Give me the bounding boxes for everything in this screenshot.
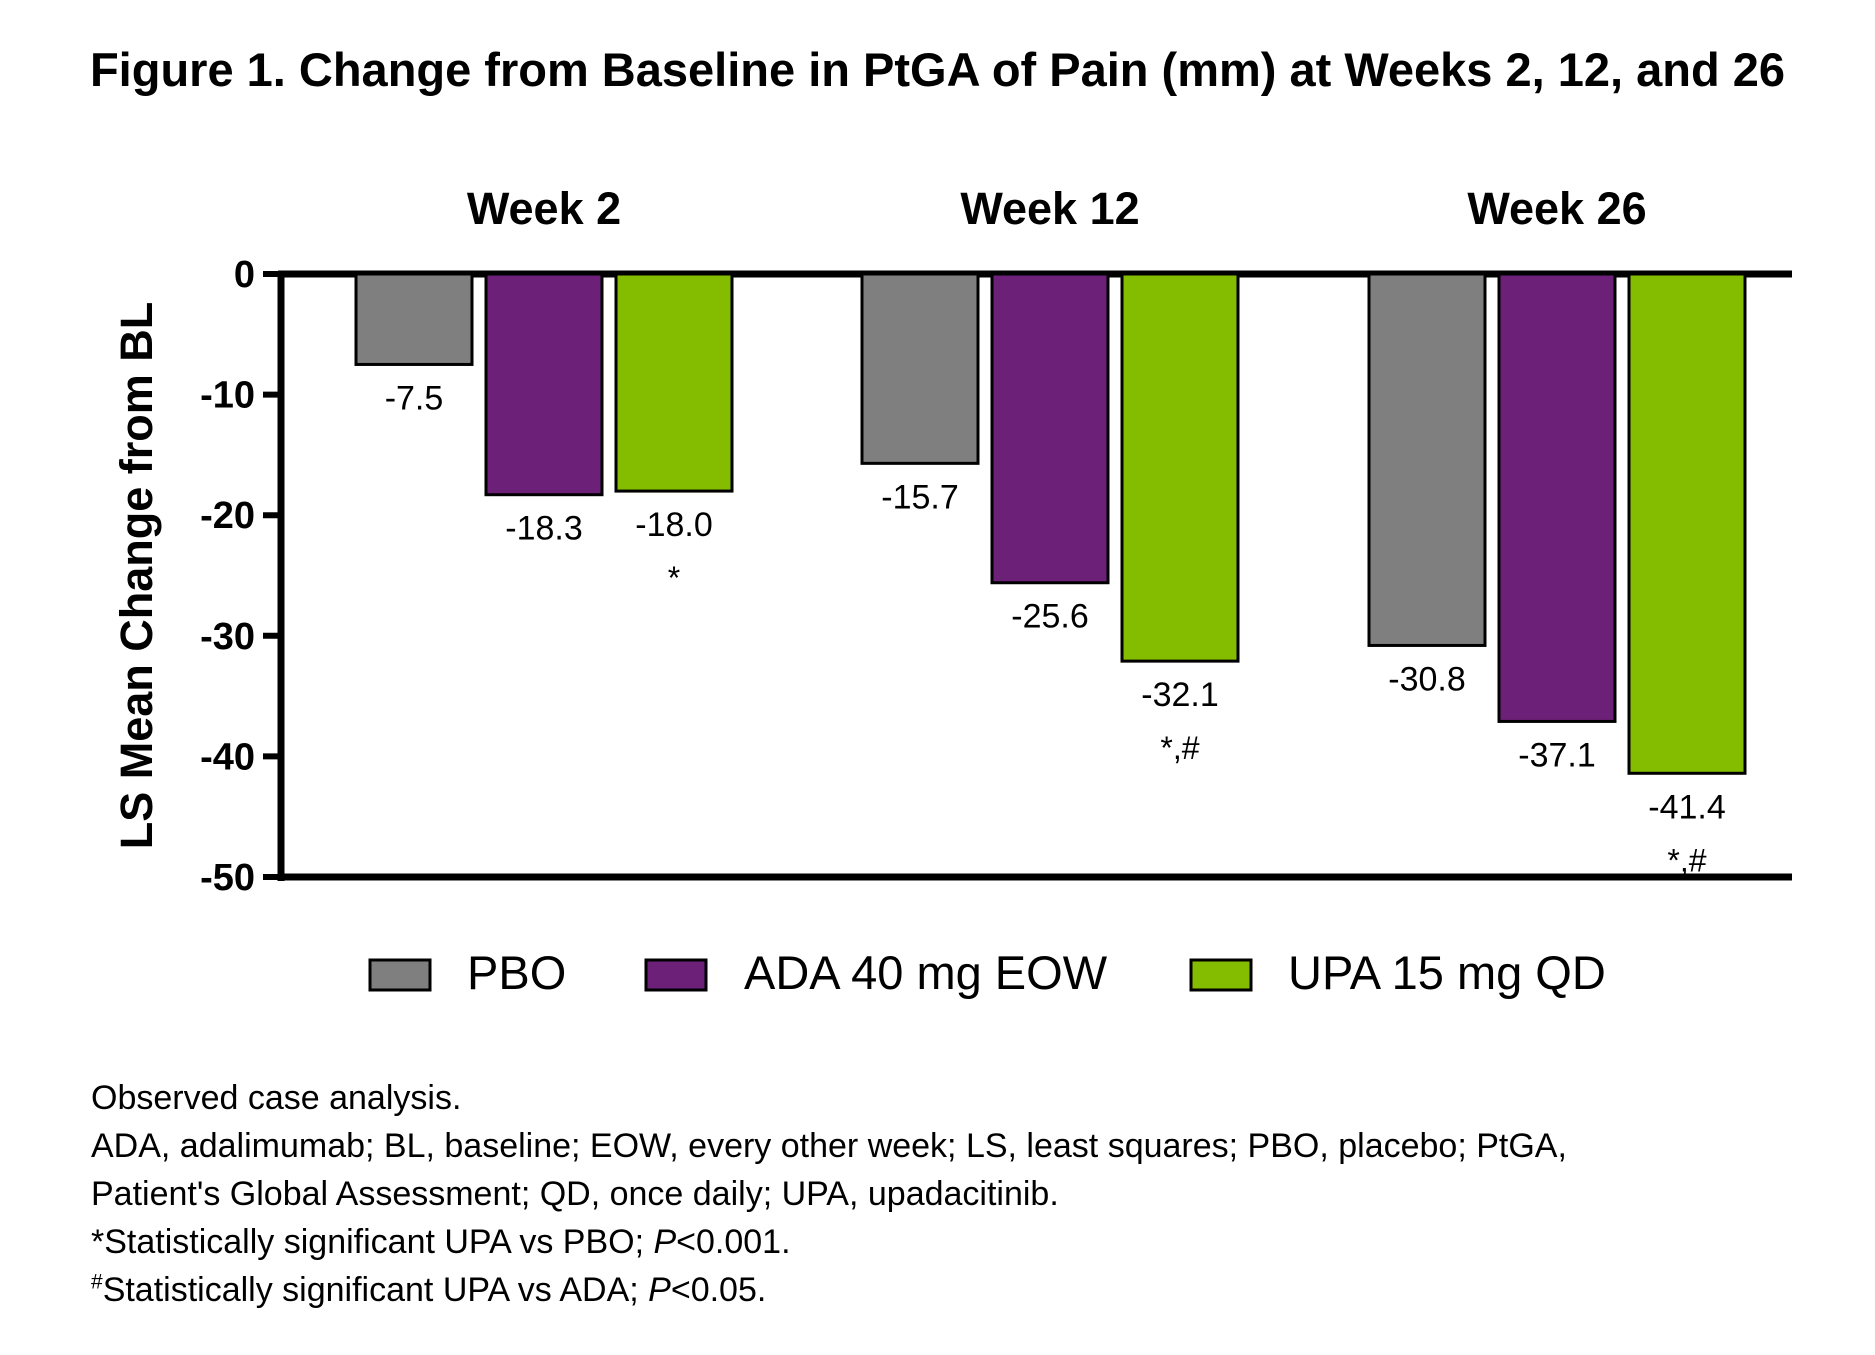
- category-label: Week 26: [1467, 183, 1646, 234]
- footnote-abbreviations-2: Patient's Global Assessment; QD, once da…: [91, 1175, 1059, 1213]
- legend-label: UPA 15 mg QD: [1288, 946, 1606, 999]
- legend-label: PBO: [467, 946, 566, 999]
- data-label: -15.7: [881, 478, 959, 516]
- bar: [1120, 272, 1240, 663]
- y-tick-label: -40: [200, 736, 255, 778]
- bar: [484, 272, 604, 497]
- data-label: -32.1: [1141, 676, 1219, 714]
- data-label: -18.0: [635, 506, 713, 544]
- y-tick-label: -20: [200, 495, 255, 537]
- bar: [1497, 272, 1617, 723]
- footnote-significance-pbo-value: <0.001.: [676, 1223, 791, 1261]
- footnote-significance-pbo: *Statistically significant UPA vs PBO; P…: [91, 1218, 1851, 1266]
- category-label: Week 2: [467, 183, 621, 234]
- bar: [354, 272, 474, 366]
- bar: [1367, 272, 1487, 647]
- data-label: -30.8: [1388, 660, 1466, 698]
- footnote-hash-mark: #: [91, 1270, 103, 1294]
- footnote-significance-ada-value: <0.05.: [670, 1271, 767, 1309]
- data-label: -41.4: [1648, 788, 1726, 826]
- significance-marker: *,#: [1667, 842, 1706, 878]
- footnote-analysis: Observed case analysis.: [91, 1079, 462, 1117]
- category-label: Week 12: [960, 183, 1139, 234]
- bar: [860, 272, 980, 465]
- data-label: -18.3: [505, 510, 583, 548]
- y-tick-label: -10: [200, 375, 255, 417]
- y-tick-label: -30: [200, 616, 255, 658]
- footnotes: Observed case analysis. ADA, adalimumab;…: [91, 1074, 1851, 1314]
- significance-marker: *: [668, 560, 680, 596]
- footnote-p-symbol: P: [653, 1223, 677, 1261]
- chart-title: Figure 1. Change from Baseline in PtGA o…: [89, 43, 1786, 96]
- legend-swatch: [1189, 958, 1253, 992]
- bar: [1627, 272, 1747, 775]
- y-tick-label: 0: [234, 254, 255, 296]
- y-tick-label: -50: [200, 857, 255, 899]
- footnote-significance-ada: #Statistically significant UPA vs ADA; P…: [91, 1266, 1851, 1314]
- data-label: -25.6: [1011, 598, 1089, 636]
- legend-swatch: [644, 958, 708, 992]
- data-label: -7.5: [385, 379, 444, 417]
- legend-swatch: [368, 958, 432, 992]
- footnote-significance-pbo-text: *Statistically significant UPA vs PBO;: [91, 1223, 654, 1261]
- bars: [354, 272, 1747, 775]
- data-labels: -7.5 -15.7 -30.8 -18.3 -25.6 -37.1 -18.0 * -32.1…: [385, 379, 1726, 878]
- legend: PBO ADA 40 mg EOW UPA 15 mg QD: [368, 946, 1606, 999]
- y-axis-title: LS Mean Change from BL: [111, 302, 162, 850]
- footnote-abbreviations-1: ADA, adalimumab; BL, baseline; EOW, ever…: [91, 1127, 1567, 1165]
- significance-marker: *,#: [1160, 730, 1199, 766]
- bar: [614, 272, 734, 493]
- legend-label: ADA 40 mg EOW: [744, 946, 1108, 999]
- bar: [990, 272, 1110, 585]
- axes: 0 -10 -20 -30 -40 -50 LS Mean Change from BL We…: [111, 183, 1792, 899]
- data-label: -37.1: [1518, 736, 1596, 774]
- footnote-significance-ada-text: Statistically significant UPA vs ADA;: [102, 1271, 649, 1309]
- footnote-p-symbol: P: [648, 1271, 671, 1309]
